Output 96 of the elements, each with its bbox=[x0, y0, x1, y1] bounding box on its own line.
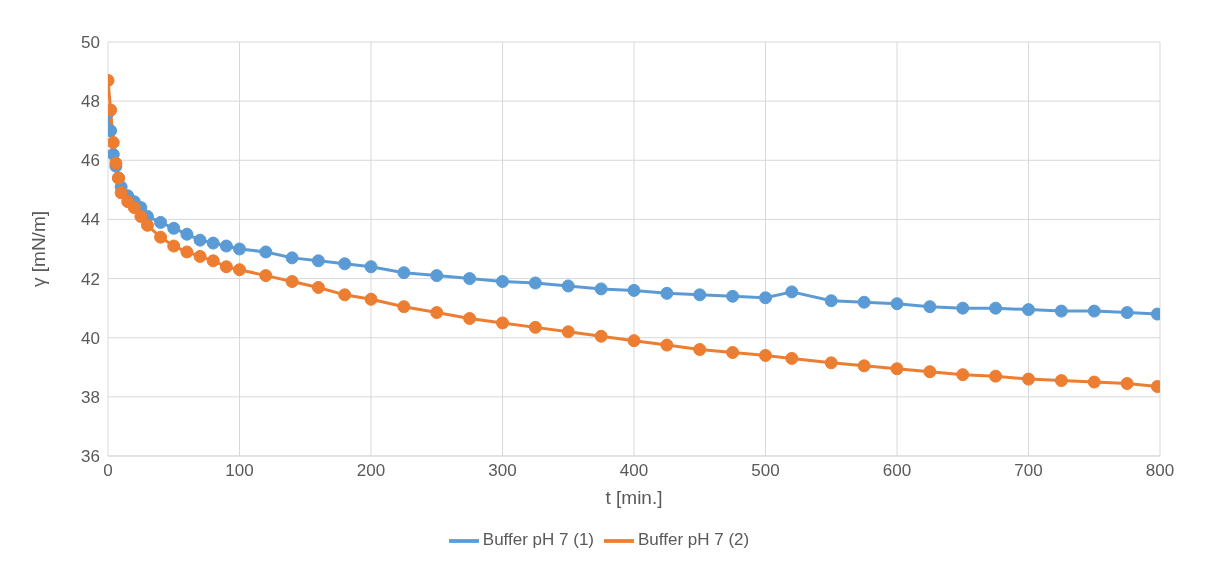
point bbox=[857, 295, 871, 309]
y-tick-label: 36 bbox=[81, 447, 100, 467]
point bbox=[989, 369, 1003, 383]
point bbox=[285, 251, 299, 265]
point bbox=[193, 249, 207, 263]
point bbox=[430, 306, 444, 320]
point bbox=[726, 289, 740, 303]
point bbox=[259, 245, 273, 259]
point bbox=[528, 320, 542, 334]
point bbox=[311, 254, 325, 268]
point bbox=[1087, 304, 1101, 318]
point bbox=[364, 292, 378, 306]
x-tick-label: 700 bbox=[1014, 461, 1043, 481]
x-tick-label: 0 bbox=[103, 461, 113, 481]
point bbox=[1022, 303, 1035, 317]
x-tick-label: 500 bbox=[751, 461, 780, 481]
point bbox=[430, 269, 444, 283]
point bbox=[397, 300, 411, 314]
point bbox=[759, 348, 772, 362]
point bbox=[134, 209, 148, 223]
point bbox=[1054, 374, 1068, 388]
point bbox=[627, 283, 641, 297]
point bbox=[627, 334, 641, 348]
point bbox=[219, 260, 233, 274]
x-axis-title: t [min.] bbox=[605, 487, 663, 508]
x-tick-label: 100 bbox=[225, 461, 254, 481]
point bbox=[660, 338, 674, 352]
point bbox=[759, 291, 772, 305]
point bbox=[594, 329, 608, 343]
point bbox=[206, 254, 220, 268]
point bbox=[824, 294, 838, 308]
point bbox=[154, 230, 168, 244]
point bbox=[463, 311, 477, 325]
point bbox=[956, 368, 970, 382]
point bbox=[785, 285, 799, 299]
legend-label: Buffer pH 7 (1) bbox=[482, 530, 594, 550]
point bbox=[693, 343, 707, 357]
point bbox=[338, 257, 352, 271]
point bbox=[259, 269, 273, 283]
point bbox=[338, 288, 352, 302]
y-tick-label: 40 bbox=[81, 328, 100, 348]
point bbox=[127, 201, 141, 215]
point bbox=[114, 186, 128, 200]
point bbox=[167, 221, 181, 235]
point bbox=[233, 242, 246, 256]
point bbox=[1120, 306, 1134, 320]
x-tick-label: 400 bbox=[619, 461, 649, 481]
point bbox=[206, 236, 220, 250]
point bbox=[108, 136, 120, 150]
point bbox=[219, 239, 233, 253]
point bbox=[397, 266, 411, 280]
point bbox=[233, 263, 246, 277]
x-tick-label: 600 bbox=[882, 461, 912, 481]
point bbox=[726, 346, 740, 359]
point bbox=[857, 359, 871, 373]
point bbox=[364, 260, 378, 274]
point bbox=[167, 239, 181, 253]
point bbox=[890, 297, 904, 311]
x-tick-label: 200 bbox=[356, 461, 386, 481]
y-tick-label: 48 bbox=[81, 92, 100, 112]
point bbox=[463, 272, 477, 286]
point bbox=[193, 233, 207, 247]
point bbox=[1054, 304, 1068, 318]
point bbox=[1022, 372, 1035, 386]
point bbox=[923, 365, 937, 379]
point bbox=[180, 245, 194, 259]
point bbox=[180, 227, 194, 241]
point bbox=[496, 316, 509, 330]
point bbox=[140, 218, 154, 232]
point bbox=[285, 275, 299, 289]
point bbox=[890, 362, 904, 376]
x-tick-label: 300 bbox=[488, 461, 517, 481]
point bbox=[989, 301, 1003, 315]
point bbox=[824, 356, 838, 370]
x-tick-label: 800 bbox=[1145, 461, 1175, 481]
y-tick-label: 44 bbox=[81, 210, 100, 230]
y-tick-label: 38 bbox=[81, 387, 100, 407]
y-tick-label: 42 bbox=[81, 269, 100, 289]
legend-label: Buffer pH 7 (2) bbox=[638, 530, 750, 550]
point bbox=[785, 351, 799, 365]
point bbox=[496, 275, 509, 289]
point bbox=[1087, 375, 1101, 389]
y-tick-label: 50 bbox=[81, 33, 100, 53]
point bbox=[1120, 377, 1134, 391]
point bbox=[956, 301, 970, 315]
point bbox=[693, 288, 707, 302]
y-tick-label: 46 bbox=[81, 151, 100, 171]
point bbox=[528, 276, 542, 290]
point bbox=[311, 280, 325, 294]
point bbox=[561, 325, 575, 339]
point bbox=[154, 215, 168, 229]
point bbox=[660, 286, 674, 300]
point bbox=[594, 282, 608, 296]
point bbox=[923, 300, 937, 314]
point bbox=[561, 279, 575, 293]
y-axis-title: γ [mN/m] bbox=[27, 211, 49, 287]
